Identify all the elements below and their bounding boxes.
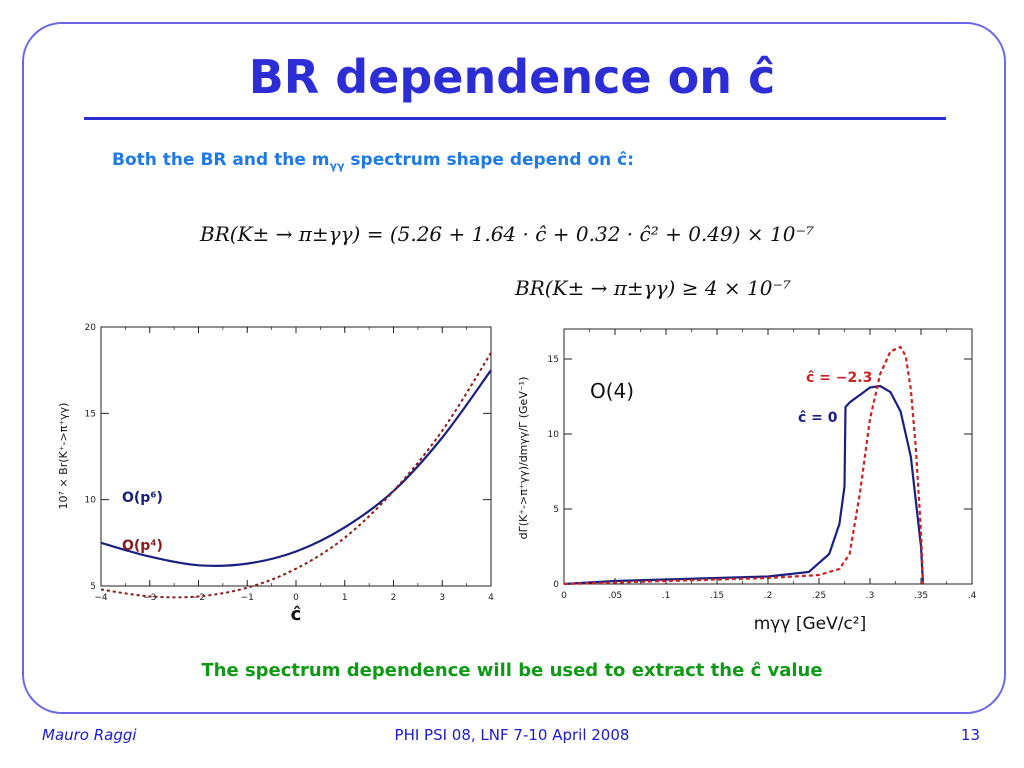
axis-ticks [100, 326, 492, 587]
x-tick-label: 4 [488, 593, 494, 603]
intro-prefix: Both the BR and the m [112, 150, 330, 170]
x-tick-label: −3 [143, 593, 156, 603]
x-tick-label: 1 [342, 593, 348, 603]
intro-suffix: spectrum shape depend on ĉ: [344, 150, 635, 170]
x-tick-label: .4 [968, 591, 977, 601]
series-lines [563, 345, 925, 586]
series-line-c-neg [563, 345, 925, 586]
br-formula: BR(K± → π±γγ) = (5.26 + 1.64 · ĉ + 0.32 … [200, 222, 815, 246]
y-tick-label: 15 [548, 355, 559, 365]
x-tick-label: −4 [94, 593, 108, 603]
x-tick-label: 0 [561, 591, 567, 601]
footer-author: Mauro Raggi [42, 726, 137, 744]
x-axis-label: mγγ [GeV/c²] [754, 614, 867, 634]
series-line-c-zero [563, 384, 925, 586]
br-vs-c-chart: −4 −3 −2 −1 0 1 2 3 4 5 10 15 20 ĉ 10⁷ × Br(K⁺->π⁺γ… [57, 323, 494, 625]
axis-ticks [563, 329, 973, 585]
y-tick-label: 20 [85, 323, 97, 333]
series-line-p4 [100, 352, 492, 599]
y-tick-labels: 0 5 10 15 [548, 355, 560, 590]
x-tick-labels: −4 −3 −2 −1 0 1 2 3 4 [94, 593, 494, 603]
x-axis-label: ĉ [291, 604, 302, 625]
series-lines [100, 352, 492, 599]
footer-event: PHI PSI 08, LNF 7-10 April 2008 [394, 726, 630, 744]
x-tick-label: .1 [662, 591, 671, 601]
legend-label-p6: O(p⁶) [122, 490, 163, 506]
y-axis-label: 10⁷ × Br(K⁺->π⁺γγ) [57, 403, 70, 510]
annotation-o4: O(4) [590, 379, 634, 403]
y-tick-label: 10 [85, 496, 97, 506]
x-tick-label: −1 [241, 593, 254, 603]
br-limit-formula: BR(K± → π±γγ) ≥ 4 × 10⁻⁷ [515, 276, 792, 300]
x-tick-label: 3 [439, 593, 445, 603]
legend-label-p4: O(p⁴) [122, 538, 163, 554]
intro-text: Both the BR and the mγγ spectrum shape d… [112, 150, 634, 172]
x-tick-labels: 0 .05 .1 .15 .2 .25 .3 .35 .4 [561, 591, 976, 601]
page-number: 13 [960, 726, 980, 744]
x-tick-label: .05 [608, 591, 622, 601]
legend-label-c-zero: ĉ = 0 [798, 410, 838, 426]
y-tick-label: 5 [90, 582, 96, 592]
x-tick-label: −2 [192, 593, 205, 603]
x-tick-label: 2 [391, 593, 397, 603]
conclusion-text: The spectrum dependence will be used to … [201, 660, 823, 681]
x-tick-label: .3 [866, 591, 875, 601]
y-tick-label: 15 [85, 409, 96, 419]
y-tick-label: 0 [553, 580, 559, 590]
legend-label-c-neg: ĉ = −2.3 [806, 370, 872, 386]
y-axis-label: dΓ(K⁺->π⁺γγ)/dmγγ/Γ (GeV⁻¹) [517, 377, 530, 540]
title-underline [84, 117, 946, 120]
y-tick-label: 10 [548, 430, 560, 440]
intro-subscript: γγ [329, 159, 345, 173]
x-tick-label: .35 [914, 591, 928, 601]
x-tick-label: 0 [293, 593, 299, 603]
x-tick-label: .2 [764, 591, 773, 601]
series-line-p6 [100, 369, 492, 567]
x-tick-label: .15 [710, 591, 724, 601]
x-tick-label: .25 [812, 591, 826, 601]
slide-title: BR dependence on ĉ [248, 50, 776, 104]
slide-frame [22, 22, 1006, 714]
spectrum-chart: 0 .05 .1 .15 .2 .25 .3 .35 .4 0 5 10 15 O(4) ĉ = −2… [517, 328, 977, 634]
y-tick-labels: 5 10 15 20 [85, 323, 97, 592]
y-tick-label: 5 [553, 505, 559, 515]
